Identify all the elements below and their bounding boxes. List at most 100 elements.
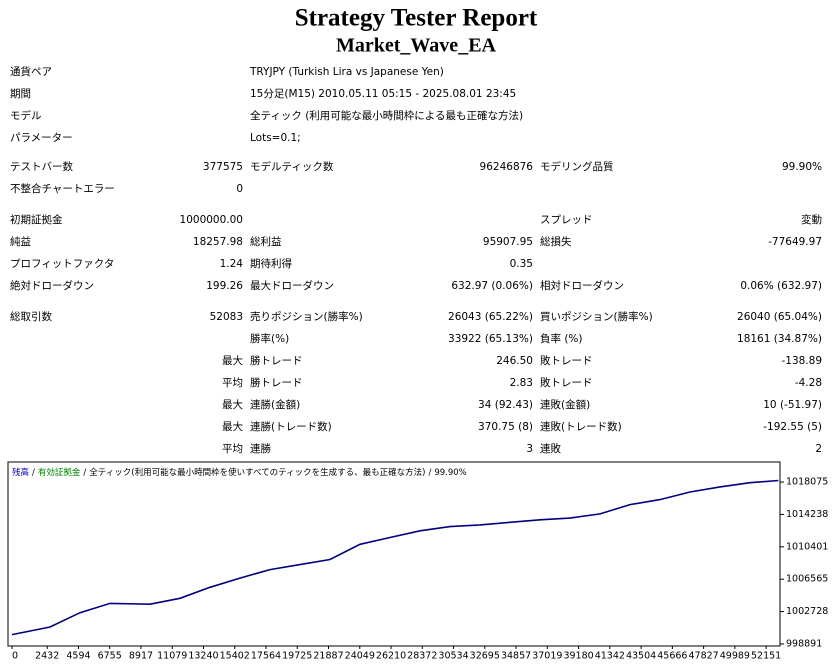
table-cell: 18161 (34.87%) [737, 333, 822, 345]
y-tick-label: 1002728 [786, 606, 828, 617]
table-cell: 総損失 [540, 235, 572, 248]
y-tick-label: 998891 [786, 638, 822, 649]
table-cell: 全ティック (利用可能な最小時間枠による最も正確な方法) [250, 109, 523, 122]
table-cell: 通貨ペア [10, 65, 52, 78]
legend-entry: 全ティック(利用可能な最小時間枠を使いすべてのティックを生成する、最も正確な方法… [89, 467, 425, 478]
table-cell: 199.26 [206, 280, 243, 292]
table-cell: 勝率(%) [250, 332, 289, 345]
table-cell: 10 (-51.97) [763, 399, 822, 411]
table-cell: 1000000.00 [180, 214, 243, 226]
x-tick-label: 21887 [313, 651, 343, 662]
y-tick-label: 1006565 [786, 574, 828, 585]
chart-legend: 残高 / 有効証拠金 / 全ティック(利用可能な最小時間枠を使いすべてのティックを生成す… [12, 467, 467, 478]
table-cell: Lots=0.1; [250, 132, 301, 144]
table-cell: テストバー数 [10, 160, 73, 173]
x-tick-label: 47827 [688, 651, 718, 662]
table-cell: モデルティック数 [250, 160, 334, 173]
x-tick-label: 43504 [626, 651, 656, 662]
x-tick-label: 4594 [66, 651, 90, 662]
table-cell: 売りポジション(勝率%) [250, 310, 363, 323]
x-tick-label: 13240 [188, 651, 218, 662]
x-tick-label: 2432 [35, 651, 59, 662]
table-cell: 総利益 [250, 235, 282, 248]
table-cell: 連勝(トレード数) [250, 420, 332, 433]
x-tick-label: 34857 [501, 651, 531, 662]
table-cell: 平均 [222, 377, 243, 389]
table-cell: 95907.95 [483, 236, 533, 248]
table-cell: -4.28 [795, 377, 822, 389]
table-cell: 最大 [222, 398, 243, 411]
x-tick-label: 0 [12, 651, 18, 662]
table-cell: 総取引数 [10, 310, 52, 323]
table-cell: 勝トレード [250, 354, 303, 367]
balance-line [11, 479, 779, 636]
x-tick-label: 45666 [657, 651, 687, 662]
table-cell: スプレッド [540, 214, 593, 226]
table-cell: 最大 [222, 420, 243, 433]
table-cell: 負率 (%) [540, 332, 583, 345]
report-subtitle: Market_Wave_EA [336, 35, 497, 57]
table-cell: 246.50 [496, 355, 533, 367]
table-cell: 連敗 [540, 442, 561, 455]
table-cell: 26043 (65.22%) [448, 311, 533, 323]
table-cell: -138.89 [781, 355, 822, 367]
x-tick-label: 11079 [157, 651, 187, 662]
table-cell: 26040 (65.04%) [737, 311, 822, 323]
x-tick-label: 52151 [751, 651, 781, 662]
x-tick-label: 6755 [98, 651, 122, 662]
x-tick-label: 37019 [532, 651, 562, 662]
table-cell: 最大ドローダウン [250, 279, 334, 292]
x-tick-label: 15402 [220, 651, 250, 662]
table-cell: 3 [526, 443, 533, 455]
y-tick-label: 1018075 [786, 477, 828, 488]
table-cell: TRYJPY (Turkish Lira vs Japanese Yen) [249, 66, 444, 78]
y-tick-label: 1014238 [786, 509, 828, 520]
table-cell: 18257.98 [193, 236, 243, 248]
table-cell: 純益 [10, 235, 31, 248]
table-cell: 連敗(トレード数) [540, 420, 622, 433]
table-cell: 370.75 (8) [478, 421, 533, 433]
table-cell: 2.83 [510, 377, 533, 389]
x-tick-label: 28372 [407, 651, 437, 662]
table-cell: 96246876 [480, 161, 534, 173]
table-cell: 変動 [801, 213, 822, 226]
report-title: Strategy Tester Report [295, 5, 538, 32]
table-cell: 99.90% [782, 161, 822, 173]
table-cell: モデリング品質 [540, 160, 614, 173]
x-tick-label: 30534 [438, 651, 468, 662]
table-cell: 連敗(金額) [540, 398, 590, 411]
table-cell: プロフィットファクタ [10, 258, 114, 270]
table-cell: -77649.97 [768, 236, 822, 248]
chart-frame [7, 461, 781, 647]
x-tick-label: 41342 [595, 651, 625, 662]
table-cell: 連勝 [250, 442, 271, 455]
x-tick-label: 17564 [251, 651, 281, 662]
legend-separator: / [83, 468, 86, 478]
x-tick-label: 49989 [720, 651, 750, 662]
x-tick-label: 24049 [345, 651, 375, 662]
table-cell: 最大 [222, 354, 243, 367]
table-cell: 1.24 [220, 258, 244, 270]
x-tick-label: 32695 [470, 651, 500, 662]
x-tick-label: 26210 [376, 651, 406, 662]
table-cell: 15分足(M15) 2010.05.11 05:15 - 2025.08.01 … [250, 88, 516, 100]
x-tick-label: 39180 [563, 651, 593, 662]
table-cell: 絶対ドローダウン [10, 279, 94, 292]
legend-entry: 99.90% [434, 468, 466, 478]
table-cell: 平均 [222, 443, 243, 455]
table-cell: -192.55 (5) [763, 421, 822, 433]
legend-entry: 有効証拠金 [38, 467, 81, 478]
table-cell: 632.97 (0.06%) [451, 280, 533, 292]
table-cell: 0 [236, 183, 243, 195]
table-cell: 敗トレード [540, 354, 593, 367]
legend-separator: / [32, 468, 35, 478]
legend-entry: 残高 [12, 467, 29, 478]
table-cell: 期待利得 [250, 257, 292, 270]
table-cell: 52083 [210, 311, 243, 323]
table-cell: 敗トレード [540, 376, 593, 389]
table-cell: 0.35 [510, 258, 533, 270]
legend-separator: / [428, 468, 431, 478]
x-tick-label: 19725 [282, 651, 312, 662]
table-cell: モデル [10, 109, 42, 122]
